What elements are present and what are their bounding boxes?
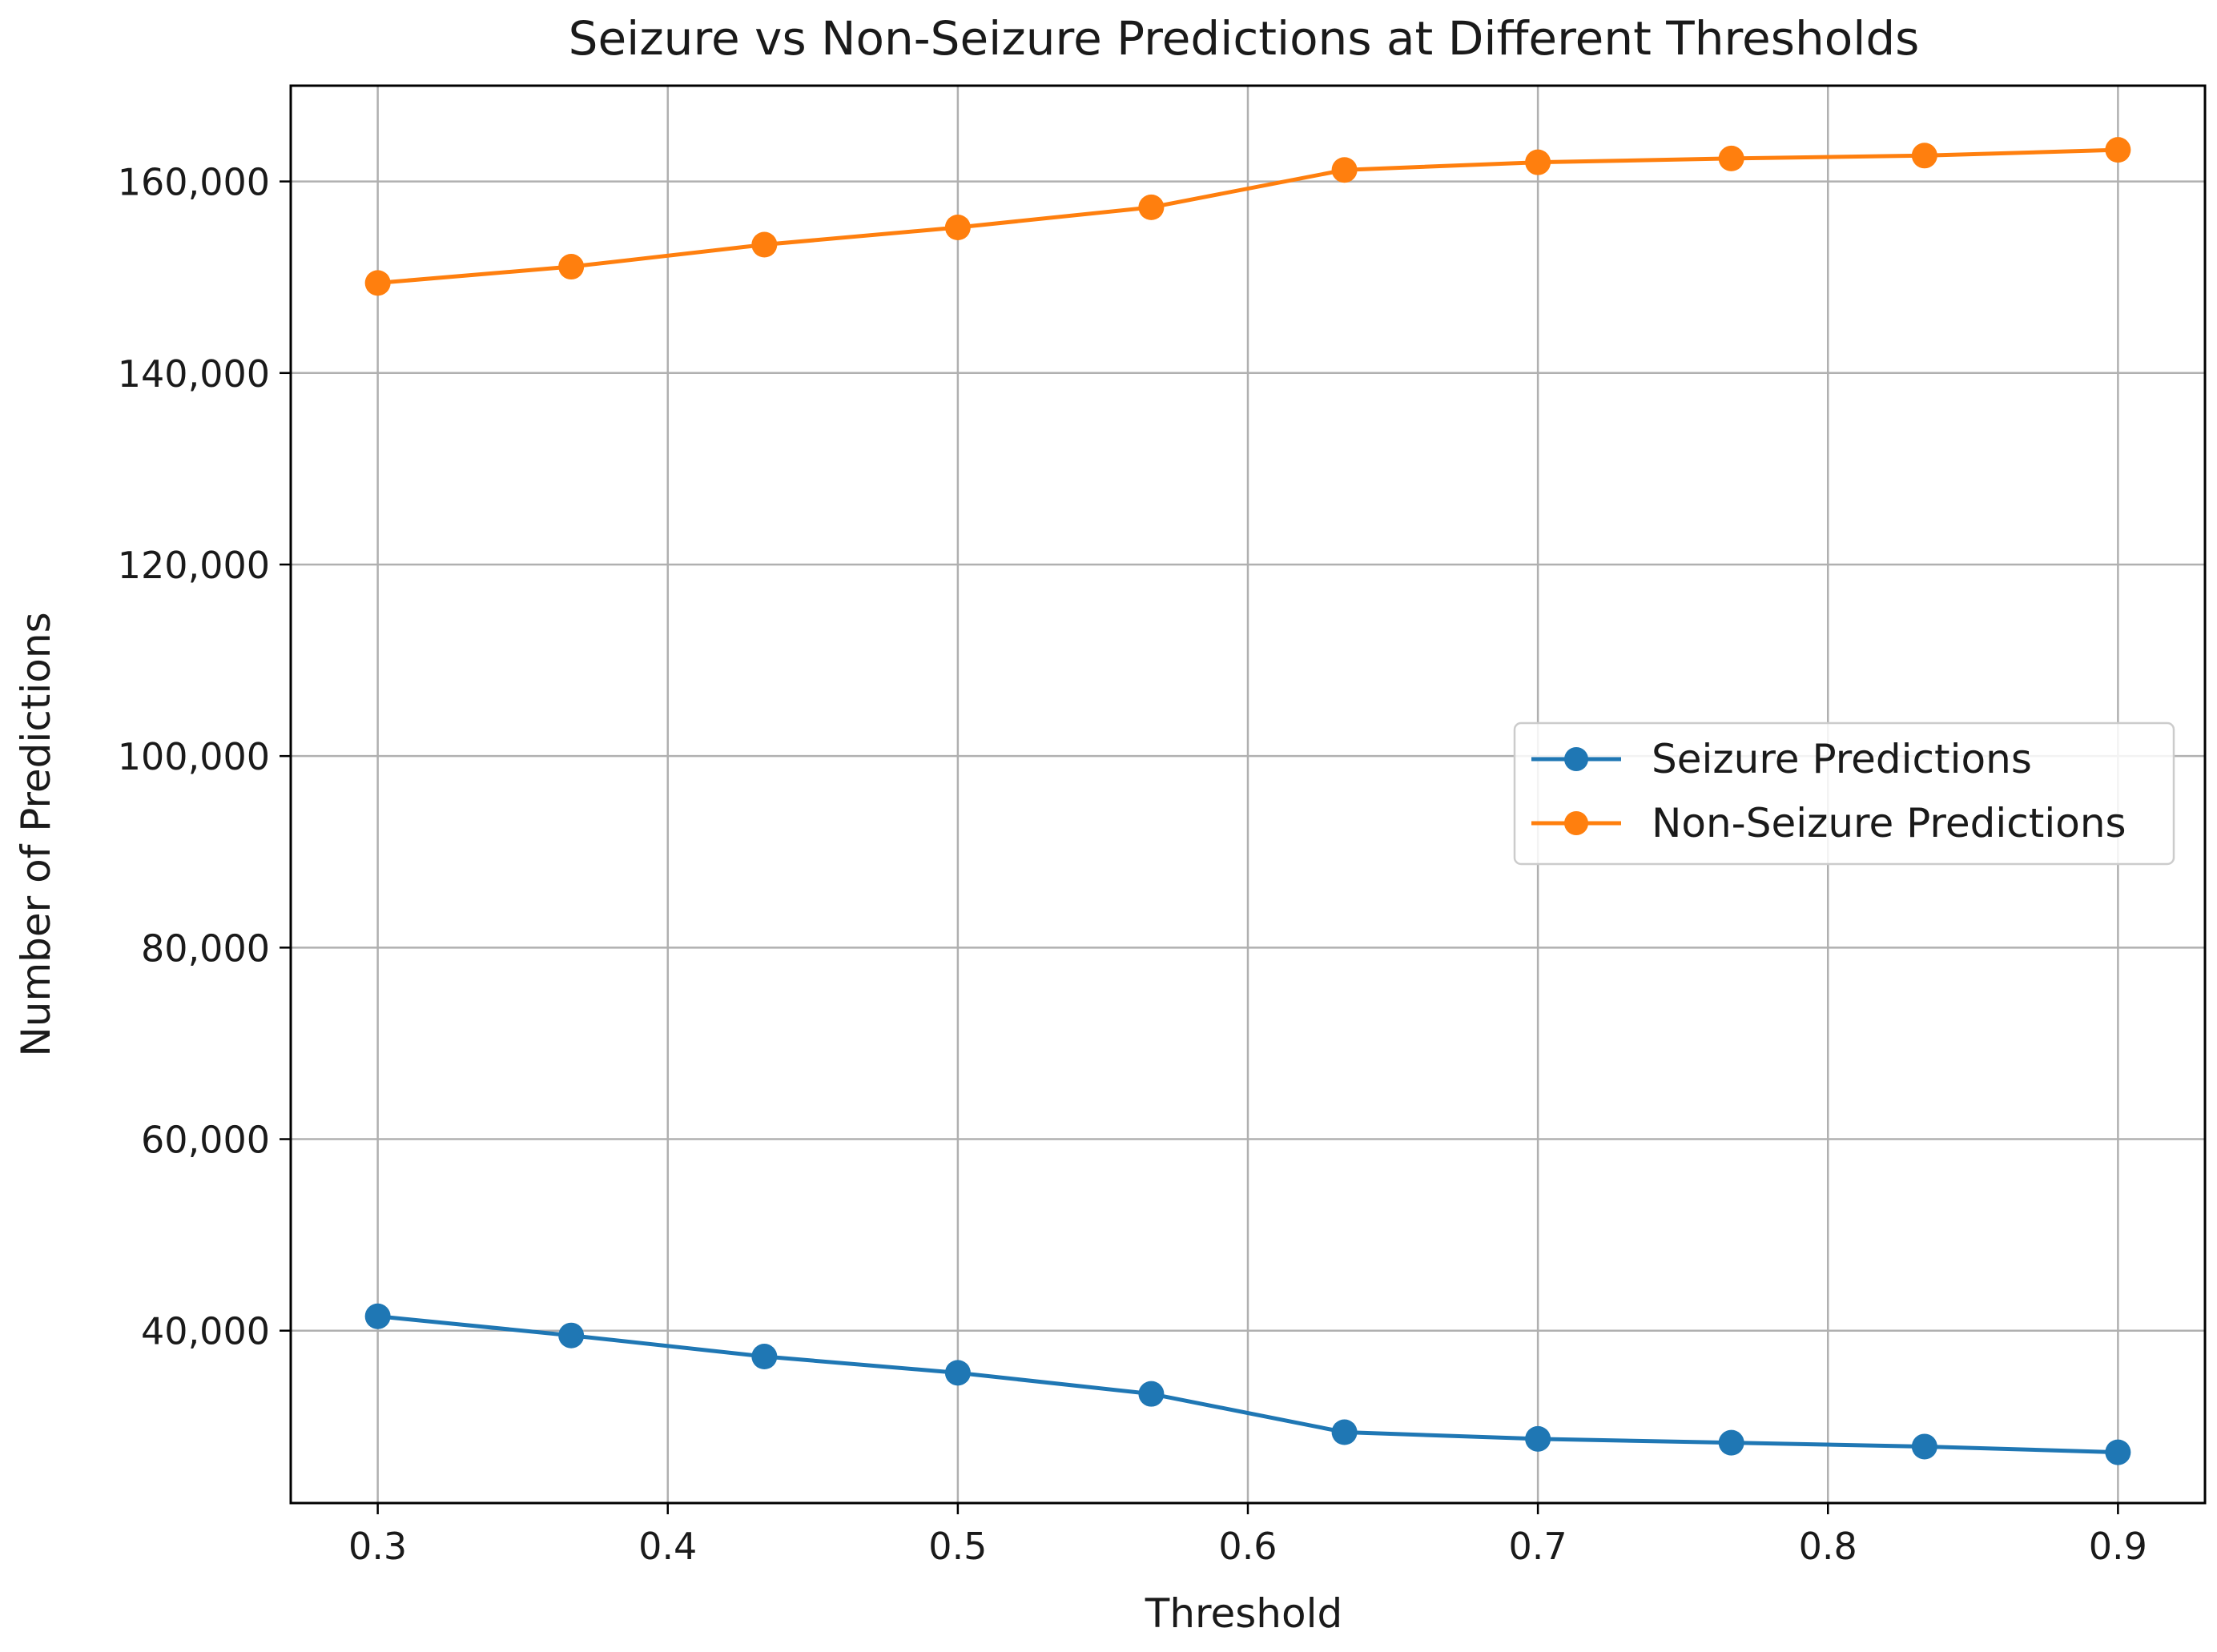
data-point-non-seizure [364, 270, 391, 296]
legend-marker-non-seizure [1564, 811, 1588, 835]
data-point-seizure [558, 1322, 585, 1349]
data-point-non-seizure [1525, 149, 1551, 175]
y-tick-label: 60,000 [141, 1119, 270, 1162]
data-point-seizure [1525, 1425, 1551, 1452]
series-seizure [364, 1303, 2131, 1465]
x-tick-label: 0.5 [928, 1525, 987, 1568]
data-point-non-seizure [1718, 145, 1744, 171]
y-tick-label: 40,000 [141, 1310, 270, 1353]
data-point-seizure [1138, 1381, 1165, 1407]
x-tick-label: 0.8 [1799, 1525, 1857, 1568]
chart-title: Seizure vs Non-Seizure Predictions at Di… [569, 11, 1920, 66]
x-tick-label: 0.9 [2089, 1525, 2147, 1568]
series-line-seizure [377, 1314, 2118, 1455]
data-point-seizure [751, 1344, 778, 1370]
data-point-seizure [1331, 1419, 1358, 1445]
legend-box [1513, 721, 2175, 866]
legend-label-seizure: Seizure Predictions [1652, 736, 2032, 782]
data-point-non-seizure [1138, 194, 1165, 220]
y-tick-label: 100,000 [118, 735, 270, 778]
x-tick-label: 0.6 [1218, 1525, 1277, 1568]
data-point-seizure [944, 1360, 971, 1386]
y-tick-label: 120,000 [118, 544, 270, 587]
x-axis: 0.3 0.4 0.5 0.6 0.7 0.8 0.9 [348, 1503, 2147, 1568]
data-point-seizure [1718, 1429, 1744, 1456]
data-point-seizure [2105, 1439, 2131, 1465]
legend: Seizure Predictions Non-Seizure Predicti… [1513, 721, 2175, 866]
data-point-non-seizure [1911, 143, 1937, 169]
y-tick-label: 140,000 [118, 352, 270, 396]
x-tick-label: 0.7 [1509, 1525, 1567, 1568]
legend-label-non-seizure: Non-Seizure Predictions [1652, 800, 2126, 846]
data-point-non-seizure [751, 231, 778, 258]
y-axis: 40,000 60,000 80,000 100,000 120,000 140,000 1… [118, 161, 291, 1353]
data-point-non-seizure [2105, 137, 2131, 163]
legend-item-non-seizure: Non-Seizure Predictions [1531, 800, 2126, 846]
legend-marker-seizure [1564, 747, 1588, 771]
legend-item-seizure: Seizure Predictions [1531, 736, 2032, 782]
series-non-seizure [364, 137, 2131, 296]
series [364, 137, 2131, 1465]
data-point-non-seizure [558, 254, 585, 280]
y-axis-label: Number of Predictions [13, 612, 59, 1056]
data-point-non-seizure [1331, 157, 1358, 183]
x-axis-label: Threshold [1145, 1590, 1342, 1637]
data-point-non-seizure [944, 215, 971, 240]
x-tick-label: 0.4 [638, 1525, 697, 1568]
series-line-non-seizure [377, 147, 2118, 285]
data-point-seizure [364, 1303, 391, 1329]
y-tick-label: 80,000 [141, 926, 270, 970]
y-tick-label: 160,000 [118, 161, 270, 204]
data-point-seizure [1911, 1433, 1937, 1460]
x-tick-label: 0.3 [348, 1525, 407, 1568]
